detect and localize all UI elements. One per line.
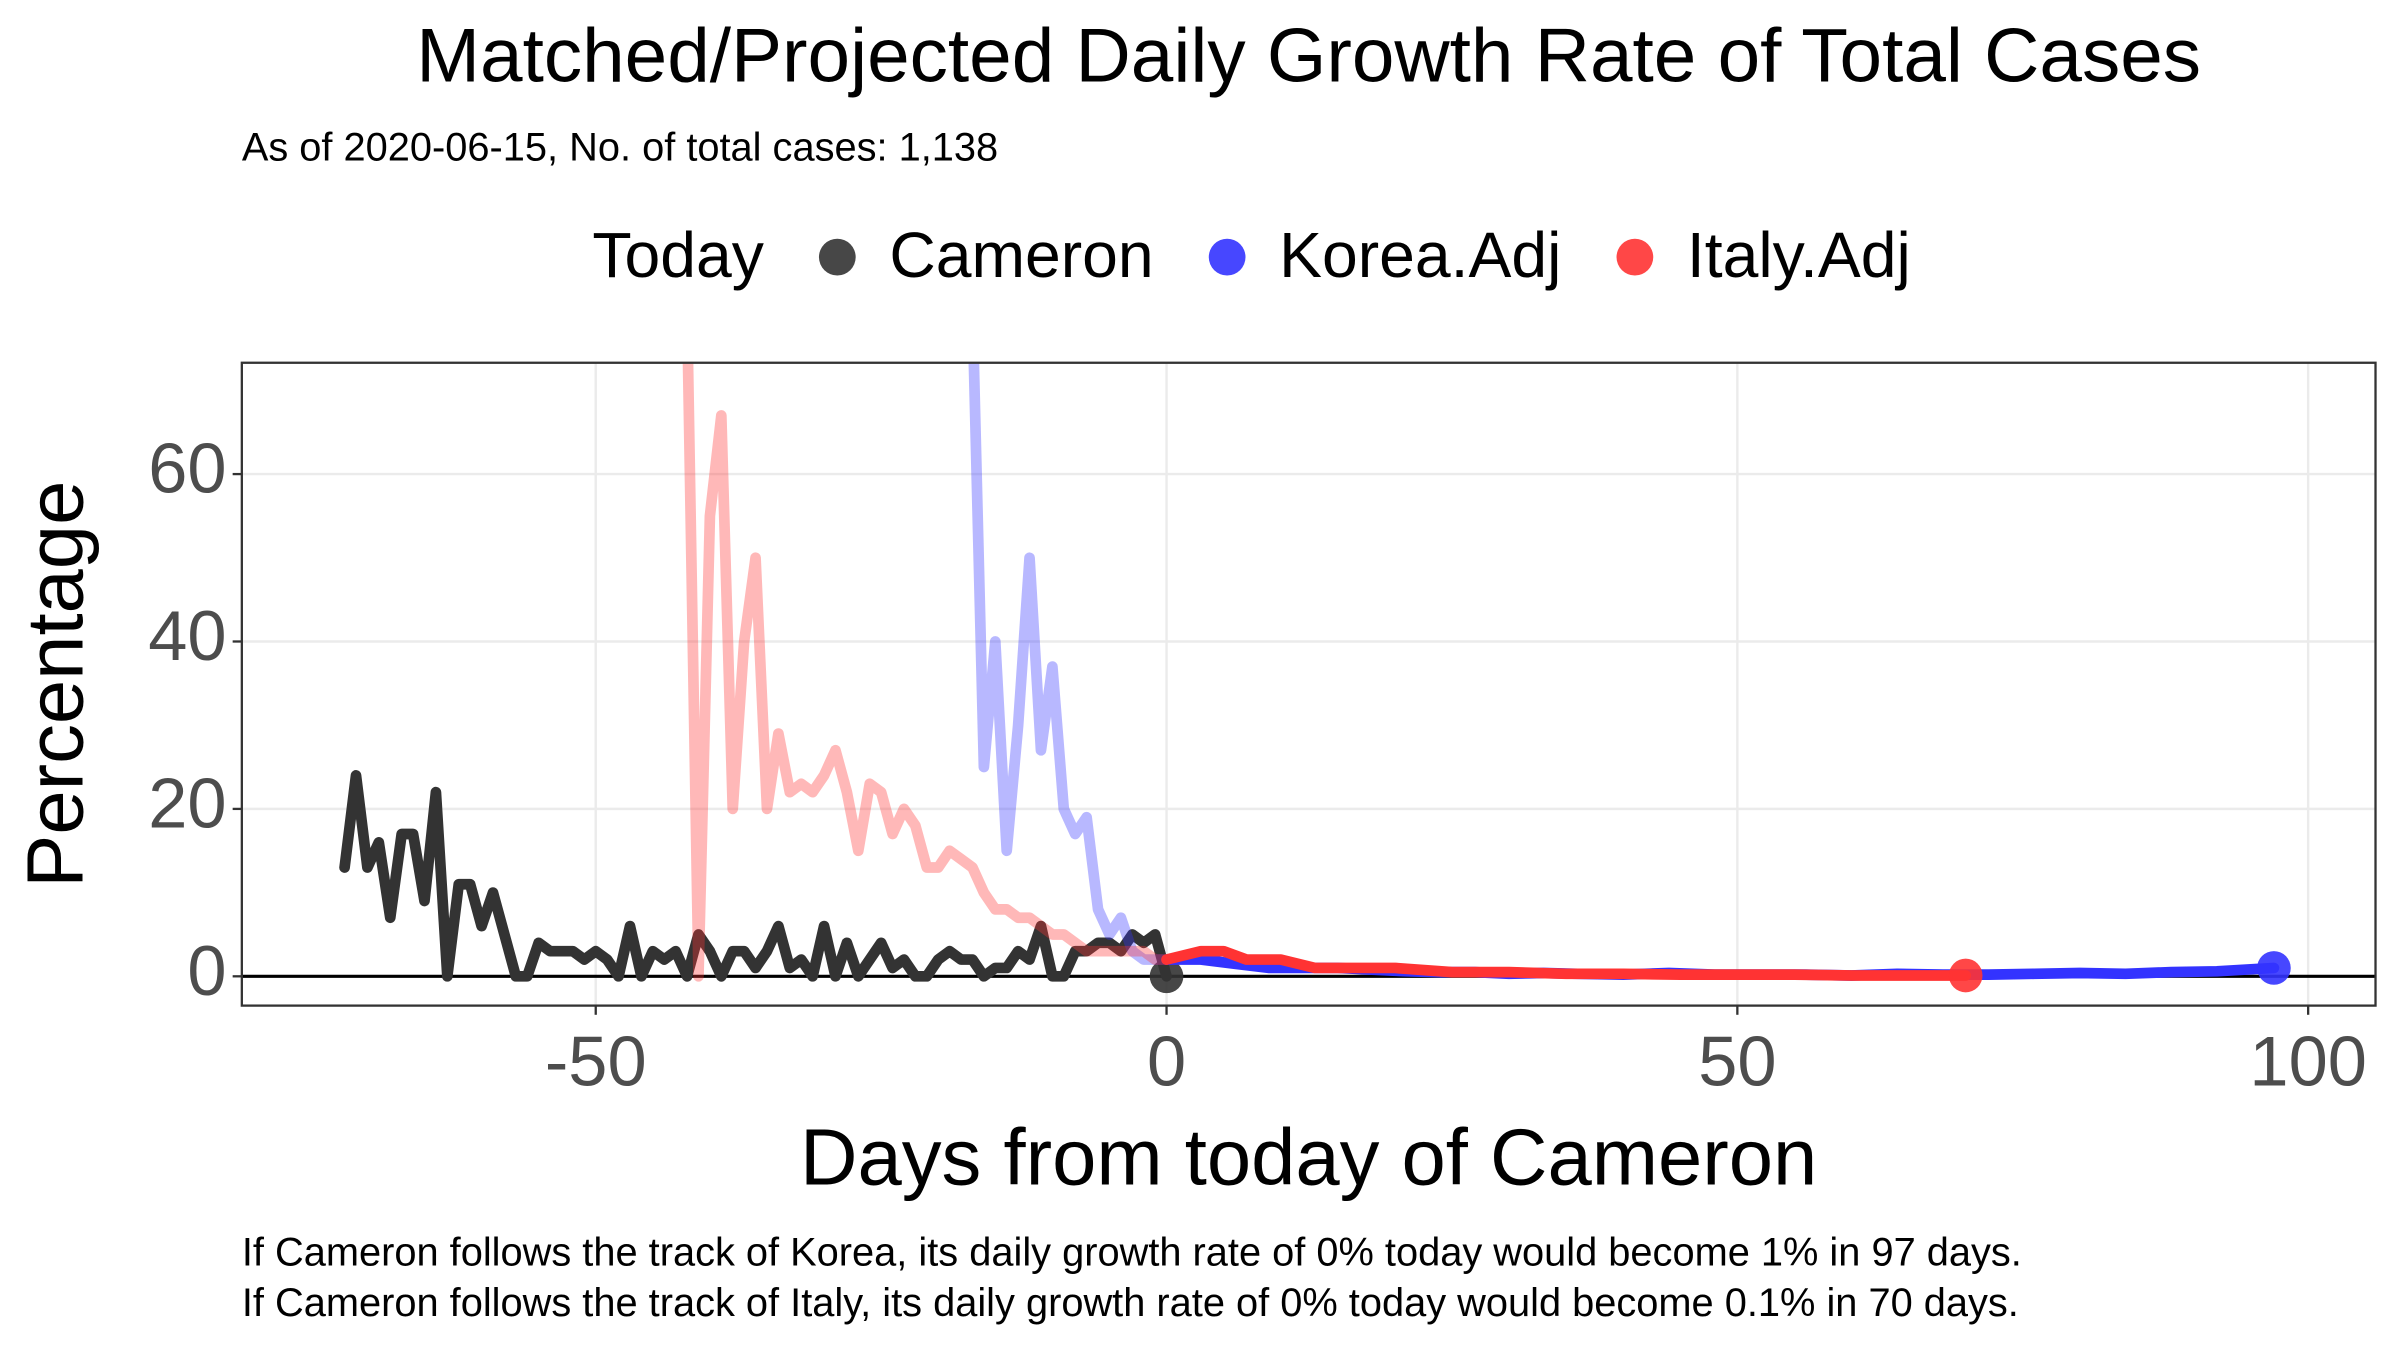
x-tick-label: 50 bbox=[1698, 1021, 1776, 1100]
end-marker bbox=[1948, 958, 1983, 993]
y-tick-label: 0 bbox=[187, 931, 226, 1010]
series-line bbox=[339, 770, 1172, 982]
footnote: If Cameron follows the track of Korea, i… bbox=[242, 1231, 2022, 1275]
end-marker bbox=[2257, 951, 2291, 985]
y-tick-label: 20 bbox=[148, 763, 226, 842]
end-marker bbox=[1149, 959, 1184, 994]
series-line bbox=[1161, 945, 1972, 981]
legend-label: Korea.Adj bbox=[1279, 219, 1561, 291]
legend-label: Cameron bbox=[889, 219, 1153, 291]
plot-area bbox=[241, 362, 2376, 994]
x-tick-label: -50 bbox=[545, 1021, 647, 1100]
y-tick-label: 60 bbox=[148, 429, 226, 508]
x-tick-label: 0 bbox=[1147, 1021, 1186, 1100]
series-line bbox=[968, 362, 1172, 965]
legend-swatch bbox=[1616, 238, 1654, 276]
y-tick-label: 40 bbox=[148, 596, 226, 675]
footnote: If Cameron follows the track of Italy, i… bbox=[242, 1281, 2019, 1325]
x-tick-label: 100 bbox=[2249, 1021, 2366, 1100]
legend-swatch bbox=[818, 238, 856, 276]
legend-title: Today bbox=[592, 219, 764, 291]
chart-title: Matched/Projected Daily Growth Rate of T… bbox=[416, 13, 2201, 98]
subtitle: As of 2020-06-15, No. of total cases: 1,… bbox=[242, 126, 998, 170]
plot-background bbox=[241, 362, 2376, 1006]
legend-swatch bbox=[1208, 238, 1246, 276]
y-axis-title: Percentage bbox=[10, 481, 99, 888]
legend-label: Italy.Adj bbox=[1687, 219, 1911, 291]
plot-border bbox=[240, 361, 2377, 1007]
series-line bbox=[682, 362, 1172, 982]
x-axis-title: Days from today of Cameron bbox=[800, 1112, 1817, 1201]
